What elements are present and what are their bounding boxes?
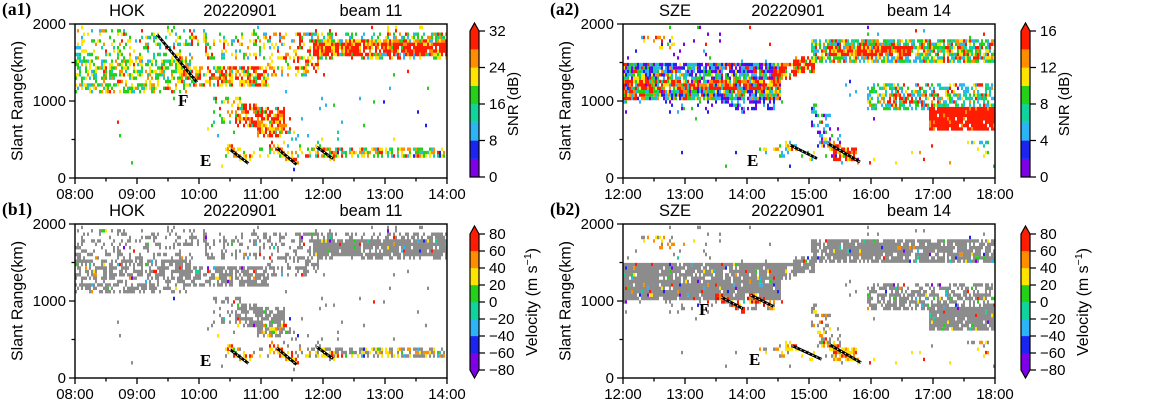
- svg-text:20: 20: [489, 277, 506, 294]
- svg-text:E: E: [747, 151, 758, 170]
- svg-text:Slant Range(km): Slant Range(km): [558, 41, 575, 161]
- svg-text:SZE: SZE: [659, 202, 691, 220]
- svg-text:−80: −80: [489, 362, 514, 379]
- svg-text:−80: −80: [1040, 362, 1065, 379]
- svg-text:40: 40: [1040, 260, 1057, 277]
- svg-text:HOK: HOK: [109, 2, 145, 20]
- svg-text:20220901: 20220901: [751, 2, 824, 20]
- svg-text:14:00: 14:00: [428, 186, 466, 203]
- svg-text:40: 40: [489, 260, 506, 277]
- svg-text:16:00: 16:00: [852, 186, 890, 203]
- svg-text:14:00: 14:00: [728, 386, 766, 400]
- svg-text:2000: 2000: [581, 216, 614, 233]
- svg-text:16:00: 16:00: [852, 386, 890, 400]
- svg-text:1000: 1000: [581, 93, 614, 110]
- svg-text:0: 0: [606, 170, 614, 187]
- svg-text:60: 60: [489, 243, 506, 260]
- svg-text:E: E: [200, 151, 211, 170]
- svg-text:15:00: 15:00: [790, 386, 828, 400]
- svg-text:Slant Range(km): Slant Range(km): [10, 241, 27, 361]
- svg-text:18:00: 18:00: [976, 186, 1014, 203]
- svg-text:beam 11: beam 11: [340, 202, 403, 220]
- svg-text:0: 0: [1040, 169, 1048, 186]
- svg-text:0: 0: [1040, 294, 1048, 311]
- svg-text:beam 11: beam 11: [340, 2, 403, 20]
- svg-text:Velocity (m s−1): Velocity (m s−1): [522, 248, 541, 356]
- svg-text:80: 80: [489, 226, 506, 243]
- svg-text:8: 8: [489, 133, 497, 150]
- svg-text:E: E: [200, 351, 211, 370]
- svg-text:1000: 1000: [33, 293, 66, 310]
- svg-text:SNR (dB): SNR (dB): [1056, 72, 1073, 136]
- svg-text:20220901: 20220901: [203, 2, 276, 20]
- svg-text:60: 60: [1040, 243, 1057, 260]
- svg-text:14:00: 14:00: [728, 186, 766, 203]
- svg-text:16: 16: [1040, 23, 1057, 40]
- svg-text:1000: 1000: [581, 293, 614, 310]
- svg-text:SNR (dB): SNR (dB): [505, 72, 522, 136]
- svg-text:12:00: 12:00: [604, 186, 642, 203]
- svg-text:13:00: 13:00: [366, 186, 404, 203]
- svg-text:2000: 2000: [33, 16, 66, 33]
- svg-text:beam 14: beam 14: [887, 2, 951, 20]
- svg-text:HOK: HOK: [109, 202, 145, 220]
- svg-text:11:00: 11:00: [243, 186, 279, 203]
- svg-text:(b2): (b2): [550, 199, 580, 219]
- svg-text:SZE: SZE: [659, 2, 691, 20]
- svg-text:17:00: 17:00: [914, 186, 952, 203]
- svg-text:13:00: 13:00: [666, 386, 704, 400]
- svg-text:17:00: 17:00: [914, 386, 952, 400]
- svg-text:20220901: 20220901: [751, 202, 824, 220]
- svg-text:0: 0: [489, 169, 497, 186]
- svg-text:15:00: 15:00: [790, 186, 828, 203]
- svg-text:1000: 1000: [33, 93, 66, 110]
- svg-text:beam 14: beam 14: [887, 202, 951, 220]
- svg-text:(b1): (b1): [2, 199, 32, 219]
- svg-text:13:00: 13:00: [666, 186, 704, 203]
- svg-text:09:00: 09:00: [118, 386, 156, 400]
- svg-text:(a1): (a1): [2, 0, 31, 19]
- svg-text:10:00: 10:00: [180, 186, 218, 203]
- svg-text:Slant Range(km): Slant Range(km): [558, 241, 575, 361]
- svg-text:20: 20: [1040, 277, 1057, 294]
- svg-text:12:00: 12:00: [604, 386, 642, 400]
- svg-text:Velocity (m s−1): Velocity (m s−1): [1073, 248, 1092, 356]
- svg-text:8: 8: [1040, 96, 1048, 113]
- svg-text:0: 0: [489, 294, 497, 311]
- svg-text:2000: 2000: [33, 216, 66, 233]
- svg-text:14:00: 14:00: [428, 386, 466, 400]
- svg-text:12:00: 12:00: [304, 186, 342, 203]
- svg-text:80: 80: [1040, 226, 1057, 243]
- svg-text:13:00: 13:00: [366, 386, 404, 400]
- svg-text:08:00: 08:00: [56, 386, 94, 400]
- svg-text:−40: −40: [1040, 328, 1065, 345]
- svg-text:2000: 2000: [581, 16, 614, 33]
- svg-text:−40: −40: [489, 328, 514, 345]
- svg-text:11:00: 11:00: [243, 386, 279, 400]
- svg-text:0: 0: [606, 370, 614, 387]
- svg-text:08:00: 08:00: [56, 186, 94, 203]
- svg-text:−60: −60: [1040, 345, 1065, 362]
- svg-text:10:00: 10:00: [180, 386, 218, 400]
- svg-text:12: 12: [1040, 60, 1057, 77]
- svg-text:09:00: 09:00: [118, 186, 156, 203]
- svg-text:20220901: 20220901: [203, 202, 276, 220]
- svg-text:−60: −60: [489, 345, 514, 362]
- svg-text:F: F: [178, 91, 188, 110]
- svg-text:4: 4: [1040, 133, 1048, 150]
- svg-text:16: 16: [489, 96, 506, 113]
- svg-text:12:00: 12:00: [304, 386, 342, 400]
- svg-text:E: E: [749, 350, 760, 369]
- svg-text:F: F: [699, 300, 709, 319]
- svg-text:Slant Range(km): Slant Range(km): [10, 41, 27, 161]
- svg-text:0: 0: [58, 370, 66, 387]
- svg-text:18:00: 18:00: [976, 386, 1014, 400]
- svg-text:32: 32: [489, 23, 506, 40]
- svg-text:0: 0: [58, 170, 66, 187]
- svg-text:24: 24: [489, 60, 506, 77]
- svg-text:(a2): (a2): [550, 0, 579, 19]
- svg-text:−20: −20: [1040, 311, 1065, 328]
- svg-text:−20: −20: [489, 311, 514, 328]
